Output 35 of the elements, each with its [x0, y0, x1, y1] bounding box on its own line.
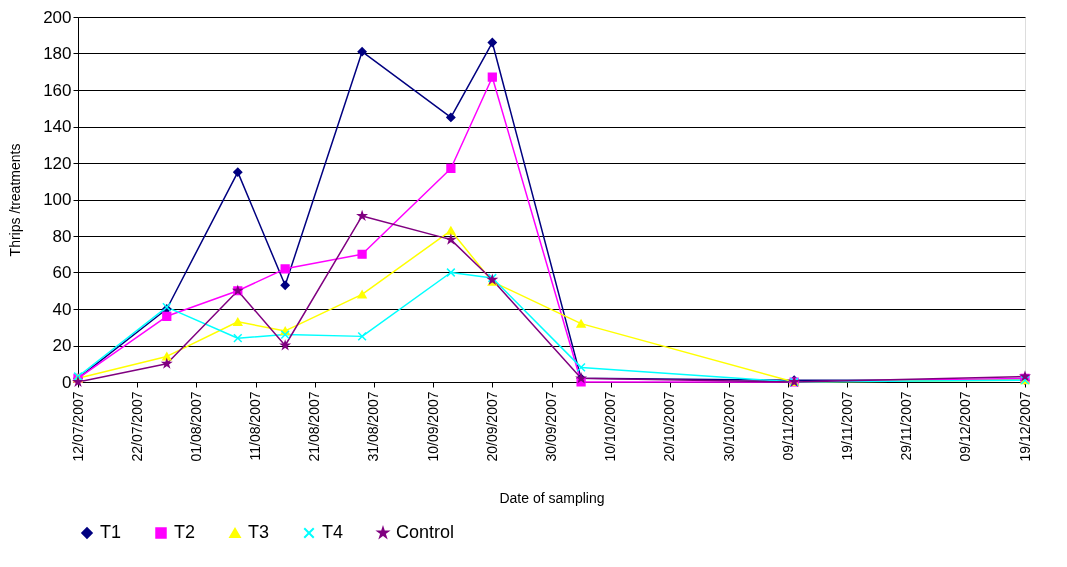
x-tick-label: 19/11/2007	[838, 391, 855, 461]
x-tick-label: 31/08/2007	[365, 391, 382, 462]
y-tick-label: 200	[43, 7, 72, 27]
y-tick-label: 80	[52, 226, 72, 246]
y-tick-label: 20	[52, 336, 72, 355]
y-tick-label: 0	[62, 372, 72, 392]
x-tick-label: 21/08/2007	[306, 391, 323, 462]
x-tick-label: 10/10/2007	[602, 391, 619, 462]
legend-label: Control	[396, 522, 455, 542]
legend-label: T2	[174, 522, 196, 542]
x-tick-label: 12/07/2007	[69, 391, 86, 462]
x-tick-label: 20/09/2007	[483, 391, 500, 462]
y-tick-label: 120	[43, 153, 72, 173]
y-tick-label: 160	[43, 80, 72, 100]
x-tick-label: 20/10/2007	[661, 391, 678, 462]
x-tick-label: 19/12/2007	[1016, 391, 1033, 462]
x-tick-label: 29/11/2007	[898, 391, 915, 461]
x-tick-label: 09/12/2007	[957, 391, 974, 462]
legend-label: T4	[322, 522, 344, 542]
x-tick-label: 11/08/2007	[247, 391, 264, 461]
x-tick-label: 22/07/2007	[128, 391, 145, 462]
y-tick-label: 60	[52, 263, 72, 282]
legend-label: T1	[100, 522, 122, 542]
x-tick-label: 30/10/2007	[720, 391, 737, 462]
y-tick-label: 40	[52, 299, 72, 319]
y-tick-label: 180	[43, 44, 72, 63]
x-tick-label: 09/11/2007	[779, 391, 796, 461]
x-tick-label: 10/09/2007	[424, 391, 441, 462]
y-axis-title: Thrips /treatments	[7, 143, 24, 257]
legend-label: T3	[248, 522, 270, 542]
x-tick-label: 01/08/2007	[187, 391, 204, 462]
x-tick-label: 30/09/2007	[543, 391, 559, 462]
y-tick-label: 140	[43, 117, 72, 136]
x-axis-title: Date of sampling	[499, 489, 605, 506]
y-tick-label: 100	[43, 190, 72, 209]
